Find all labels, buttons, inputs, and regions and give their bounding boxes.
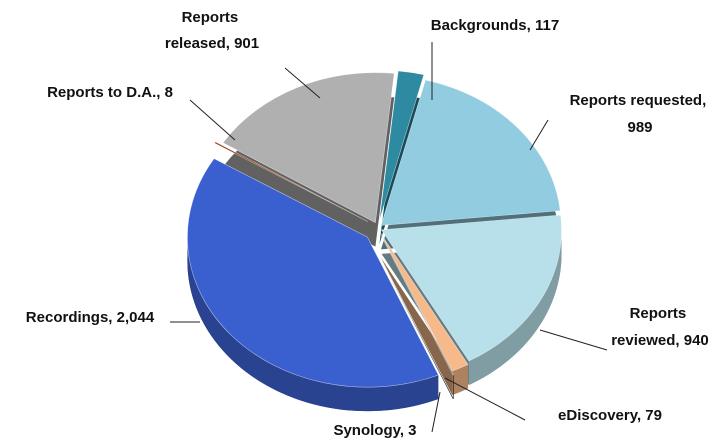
slice	[381, 237, 454, 376]
data-label: Backgrounds, 117	[431, 17, 559, 34]
slice	[380, 233, 469, 372]
slice-side	[187, 237, 439, 412]
slice-side	[468, 229, 562, 386]
leader-line	[431, 391, 441, 433]
data-label: eDiscovery, 79	[558, 407, 662, 424]
slice	[380, 79, 561, 226]
label-line: Reports	[630, 305, 691, 322]
label-line: Backgrounds, 117	[431, 17, 559, 34]
slice	[214, 141, 368, 222]
label-line: 989	[627, 119, 652, 136]
label-line: Reports requested,	[570, 92, 711, 109]
data-label: Reports to D.A., 8	[47, 84, 173, 101]
leader-line	[529, 119, 549, 151]
label-line: Reports to D.A., 8	[47, 84, 173, 101]
data-label: Reports reviewed, 940	[611, 305, 709, 349]
label-line: released, 901	[165, 35, 259, 52]
slice-bottom	[381, 261, 454, 400]
label-line: Recordings, 2,044	[26, 309, 155, 326]
slice	[379, 70, 425, 221]
leader-line	[539, 329, 608, 351]
slice	[381, 214, 562, 362]
label-line: reviewed, 940	[611, 332, 709, 349]
data-label: Synology, 3	[333, 422, 416, 439]
label-line: Synology, 3	[333, 422, 416, 439]
slice	[222, 72, 395, 224]
slice-side	[452, 374, 454, 400]
leader-line	[189, 99, 236, 141]
data-label: Reports released, 901	[165, 9, 259, 52]
leader-line	[444, 377, 526, 421]
leader-line	[284, 67, 321, 99]
slice	[187, 158, 439, 388]
data-label: Recordings, 2,044	[26, 309, 155, 326]
data-label: Reports requested, 989	[570, 92, 711, 136]
label-line: eDiscovery, 79	[558, 407, 662, 424]
slice-side	[452, 364, 469, 396]
label-line: Reports	[182, 9, 243, 26]
